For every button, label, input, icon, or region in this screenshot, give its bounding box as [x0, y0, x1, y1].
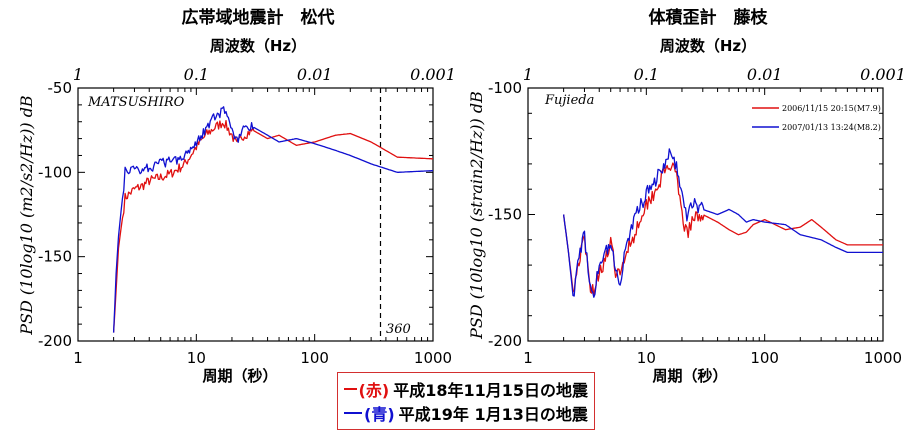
series-red-line: [562, 162, 883, 297]
x-axis-label: 周期（秒）: [202, 367, 277, 385]
annotation-label: 360: [386, 322, 411, 337]
top-tick-label: 0.1: [634, 65, 659, 84]
legend-entry-1: 2006/11/15 20:15(M7.9): [782, 104, 881, 113]
top-tick-label: 1: [523, 65, 533, 84]
x-tick-label: 10: [637, 349, 656, 367]
chart-matsushiro: 広帯域地震計 松代 周波数（Hz） 周期（秒） PSD (10log10 (m2…: [17, 7, 456, 385]
series-blue-line: [562, 148, 883, 298]
top-tick-label: 1: [73, 65, 83, 84]
x-tick-label: 100: [750, 349, 779, 367]
x-tick-label: 1: [73, 349, 83, 367]
chart-fujieda: 体積歪計 藤枝 周波数（Hz） 周期（秒） PSD (10log10 (stra…: [467, 7, 906, 385]
legend-line-blue: [344, 412, 362, 414]
legend-color-label: (青): [364, 405, 395, 424]
top-axis-label: 周波数（Hz）: [210, 37, 306, 55]
top-tick-label: 0.1: [184, 65, 209, 84]
y-tick-label: -200: [38, 332, 72, 350]
y-tick-label: -150: [488, 206, 522, 224]
legend-entry-2: 2007/01/13 13:24(M8.2): [782, 123, 881, 132]
legend-row-blue: (青) 平成19年 1月13日の地震: [344, 401, 588, 425]
x-tick-label: 1000: [414, 349, 452, 367]
top-tick-label: 0.01: [297, 65, 333, 84]
x-tick-label: 100: [300, 349, 329, 367]
station-label: MATSUSHIRO: [87, 95, 185, 110]
legend-row-red: (赤) 平成18年11月15日の地震: [344, 377, 588, 401]
y-tick-label: -100: [38, 163, 72, 181]
station-label: Fujieda: [544, 93, 594, 108]
top-tick-label: 0.001: [410, 65, 456, 84]
y-tick-label: -150: [38, 248, 72, 266]
chart-title: 体積歪計 藤枝: [649, 7, 769, 28]
bottom-legend: (赤) 平成18年11月15日の地震 (青) 平成19年 1月13日の地震: [337, 372, 595, 430]
top-axis-label: 周波数（Hz）: [660, 37, 756, 55]
y-axis-label: PSD (10log10 (m2/s2/Hz)) dB: [17, 95, 36, 336]
legend-text: 平成18年11月15日の地震: [393, 381, 588, 400]
x-tick-label: 1: [523, 349, 533, 367]
y-tick-label: -200: [488, 332, 522, 350]
legend-color-label: (赤): [358, 381, 390, 400]
y-tick-label: -50: [48, 79, 73, 97]
x-tick-label: 1000: [864, 349, 902, 367]
y-tick-label: -100: [488, 79, 522, 97]
series-blue-line: [112, 106, 434, 333]
top-tick-label: 0.001: [860, 65, 906, 84]
x-axis-label: 周期（秒）: [652, 367, 727, 385]
chart-title: 広帯域地震計 松代: [182, 7, 335, 28]
x-tick-label: 10: [187, 349, 206, 367]
legend-line-red: [344, 388, 357, 390]
series-red-line: [112, 119, 433, 333]
legend-text: 平成19年 1月13日の地震: [398, 405, 588, 424]
top-tick-label: 0.01: [747, 65, 783, 84]
plot-frame: [77, 87, 434, 342]
y-axis-label: PSD (10log10 (strain2/Hz)) dB: [467, 91, 486, 340]
